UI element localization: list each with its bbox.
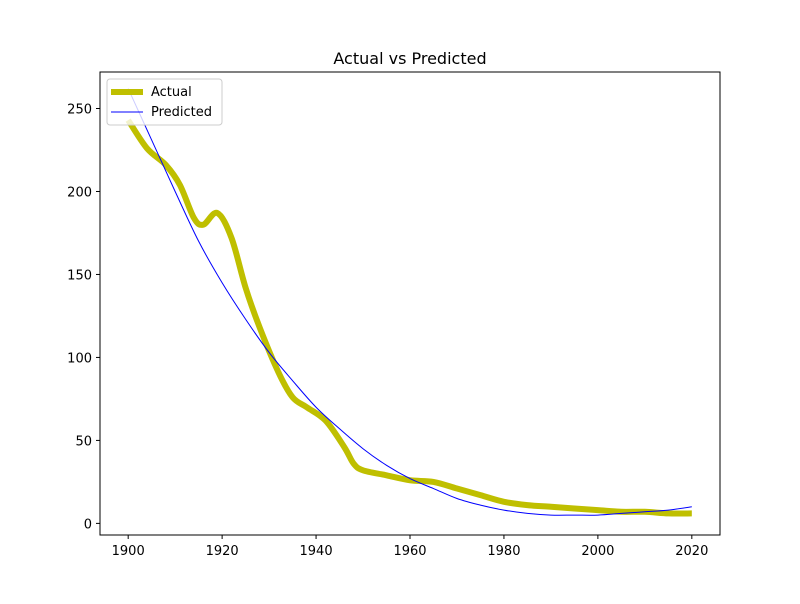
series-line-predicted bbox=[127, 88, 692, 516]
y-tick-label: 150 bbox=[67, 268, 92, 283]
series-line-actual bbox=[125, 118, 692, 517]
x-tick-label: 1900 bbox=[112, 544, 145, 559]
legend-label-actual: Actual bbox=[151, 85, 192, 100]
x-tick-label: 1920 bbox=[206, 544, 239, 559]
x-axis: 1900 1920 1940 1960 1980 2000 2020 bbox=[112, 535, 708, 559]
chart-title: Actual vs Predicted bbox=[333, 49, 486, 68]
x-tick-label: 1980 bbox=[487, 544, 520, 559]
y-tick-label: 250 bbox=[67, 103, 92, 118]
legend: Actual Predicted bbox=[106, 78, 223, 126]
y-tick-label: 50 bbox=[75, 434, 92, 449]
y-tick-label: 100 bbox=[67, 351, 92, 366]
y-tick-label: 0 bbox=[84, 517, 92, 532]
x-tick-label: 1960 bbox=[393, 544, 426, 559]
legend-label-predicted: Predicted bbox=[151, 105, 212, 120]
y-tick-label: 200 bbox=[67, 185, 92, 200]
x-tick-label: 1940 bbox=[300, 544, 333, 559]
series-layer bbox=[125, 88, 692, 517]
x-tick-label: 2000 bbox=[581, 544, 614, 559]
y-axis: 0 50 100 150 200 250 bbox=[67, 103, 100, 532]
x-tick-label: 2020 bbox=[675, 544, 708, 559]
